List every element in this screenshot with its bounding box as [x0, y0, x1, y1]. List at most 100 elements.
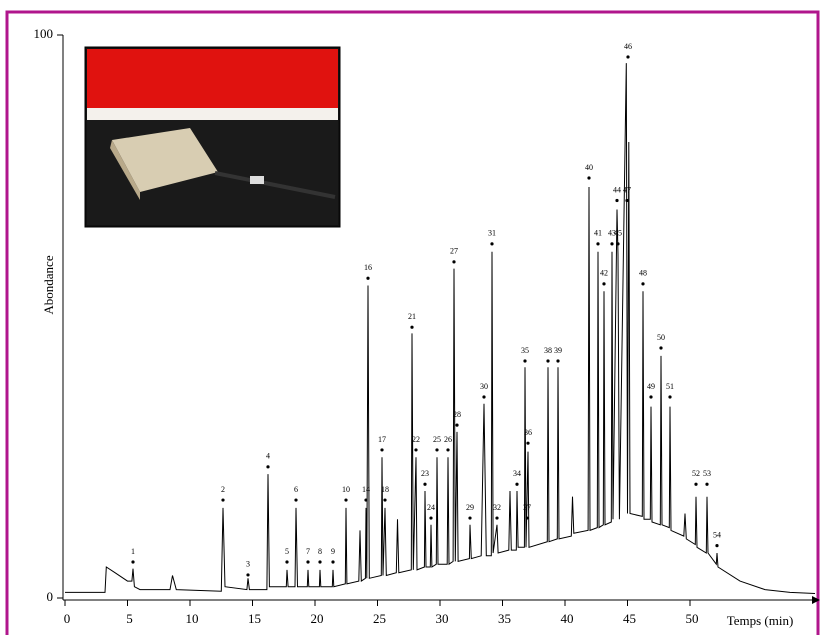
- peak-dot: [318, 560, 321, 563]
- peak-dot: [615, 199, 618, 202]
- peak-dot: [364, 498, 367, 501]
- peak-label: 45: [614, 229, 622, 238]
- peak-label: 35: [521, 346, 529, 355]
- peak-dot: [306, 560, 309, 563]
- peak-label: 40: [585, 163, 593, 172]
- peak-label: 47: [623, 185, 631, 194]
- peak-dot: [380, 448, 383, 451]
- peak-dot: [705, 483, 708, 486]
- peak-label: 39: [554, 346, 562, 355]
- peak-label: 28: [453, 410, 461, 419]
- peak-dot: [641, 282, 644, 285]
- peak-dot: [602, 282, 605, 285]
- peak-dot: [423, 483, 426, 486]
- peak-label: 42: [600, 269, 608, 278]
- peak-label: 52: [692, 469, 700, 478]
- peak-label: 5: [285, 547, 289, 556]
- peak-dot: [515, 483, 518, 486]
- peak-dot: [331, 560, 334, 563]
- peak-label: 1: [131, 547, 135, 556]
- peak-dot: [694, 483, 697, 486]
- peak-dot: [452, 260, 455, 263]
- peak-dot: [366, 277, 369, 280]
- peak-label: 8: [318, 547, 322, 556]
- peak-dot: [266, 465, 269, 468]
- peak-dot: [435, 448, 438, 451]
- peak-label: 46: [624, 42, 632, 51]
- x-tick-label: 45: [623, 611, 636, 626]
- x-tick-label: 35: [498, 611, 511, 626]
- peak-label: 54: [713, 530, 721, 539]
- y-tick-label: 100: [34, 26, 54, 41]
- peak-dot: [526, 442, 529, 445]
- peak-dot: [285, 560, 288, 563]
- peak-label: 16: [364, 263, 372, 272]
- peak-dot: [523, 359, 526, 362]
- peak-dot: [344, 498, 347, 501]
- peak-dot: [246, 573, 249, 576]
- peak-dot: [596, 242, 599, 245]
- peak-label: 48: [639, 269, 647, 278]
- peak-label: 2: [221, 485, 225, 494]
- peak-label: 38: [544, 346, 552, 355]
- x-tick-label: 50: [686, 611, 699, 626]
- peak-dot: [626, 55, 629, 58]
- peak-dot: [546, 359, 549, 362]
- x-tick-label: 10: [186, 611, 199, 626]
- peak-dot: [429, 516, 432, 519]
- y-tick-label: 0: [47, 589, 54, 604]
- peak-label: 3: [246, 560, 250, 569]
- peak-dot: [294, 498, 297, 501]
- peak-label: 9: [331, 547, 335, 556]
- peak-dot: [468, 516, 471, 519]
- peak-label: 37: [523, 503, 531, 512]
- x-tick-label: 20: [311, 611, 324, 626]
- peak-label: 53: [703, 469, 711, 478]
- peak-dot: [455, 424, 458, 427]
- x-tick-label: 0: [64, 611, 71, 626]
- peak-dot: [659, 346, 662, 349]
- peak-label: 18: [381, 485, 389, 494]
- peak-label: 10: [342, 485, 350, 494]
- y-axis-label: Abondance: [41, 255, 56, 314]
- peak-dot: [410, 326, 413, 329]
- x-tick-label: 5: [126, 611, 133, 626]
- peak-dot: [446, 448, 449, 451]
- peak-label: 32: [493, 503, 501, 512]
- peak-label: 41: [594, 229, 602, 238]
- peak-dot: [490, 242, 493, 245]
- peak-dot: [482, 395, 485, 398]
- peak-dot: [649, 395, 652, 398]
- peak-dot: [668, 395, 671, 398]
- peak-dot: [625, 199, 628, 202]
- peak-label: 25: [433, 435, 441, 444]
- peak-label: 30: [480, 382, 488, 391]
- x-tick-label: 15: [248, 611, 261, 626]
- peak-dot: [495, 516, 498, 519]
- peak-label: 36: [524, 428, 532, 437]
- peak-label: 34: [513, 469, 521, 478]
- peak-label: 31: [488, 229, 496, 238]
- peak-dot: [715, 544, 718, 547]
- peak-dot: [587, 176, 590, 179]
- peak-label: 4: [266, 452, 270, 461]
- peak-dot: [221, 498, 224, 501]
- x-tick-label: 30: [436, 611, 449, 626]
- peak-label: 50: [657, 333, 665, 342]
- peak-dot: [414, 448, 417, 451]
- peak-label: 23: [421, 469, 429, 478]
- peak-label: 7: [306, 547, 310, 556]
- peak-label: 17: [378, 435, 386, 444]
- x-tick-label: 25: [373, 611, 386, 626]
- peak-dot: [610, 242, 613, 245]
- peak-label: 6: [294, 485, 298, 494]
- peak-dot: [525, 516, 528, 519]
- peak-dot: [131, 560, 134, 563]
- peak-label: 51: [666, 382, 674, 391]
- peak-label: 27: [450, 247, 458, 256]
- peak-label: 24: [427, 503, 435, 512]
- chart: Abondance Temps (min) 010005101520253035…: [0, 0, 821, 635]
- peak-dot: [556, 359, 559, 362]
- peak-label: 49: [647, 382, 655, 391]
- peak-label: 22: [412, 435, 420, 444]
